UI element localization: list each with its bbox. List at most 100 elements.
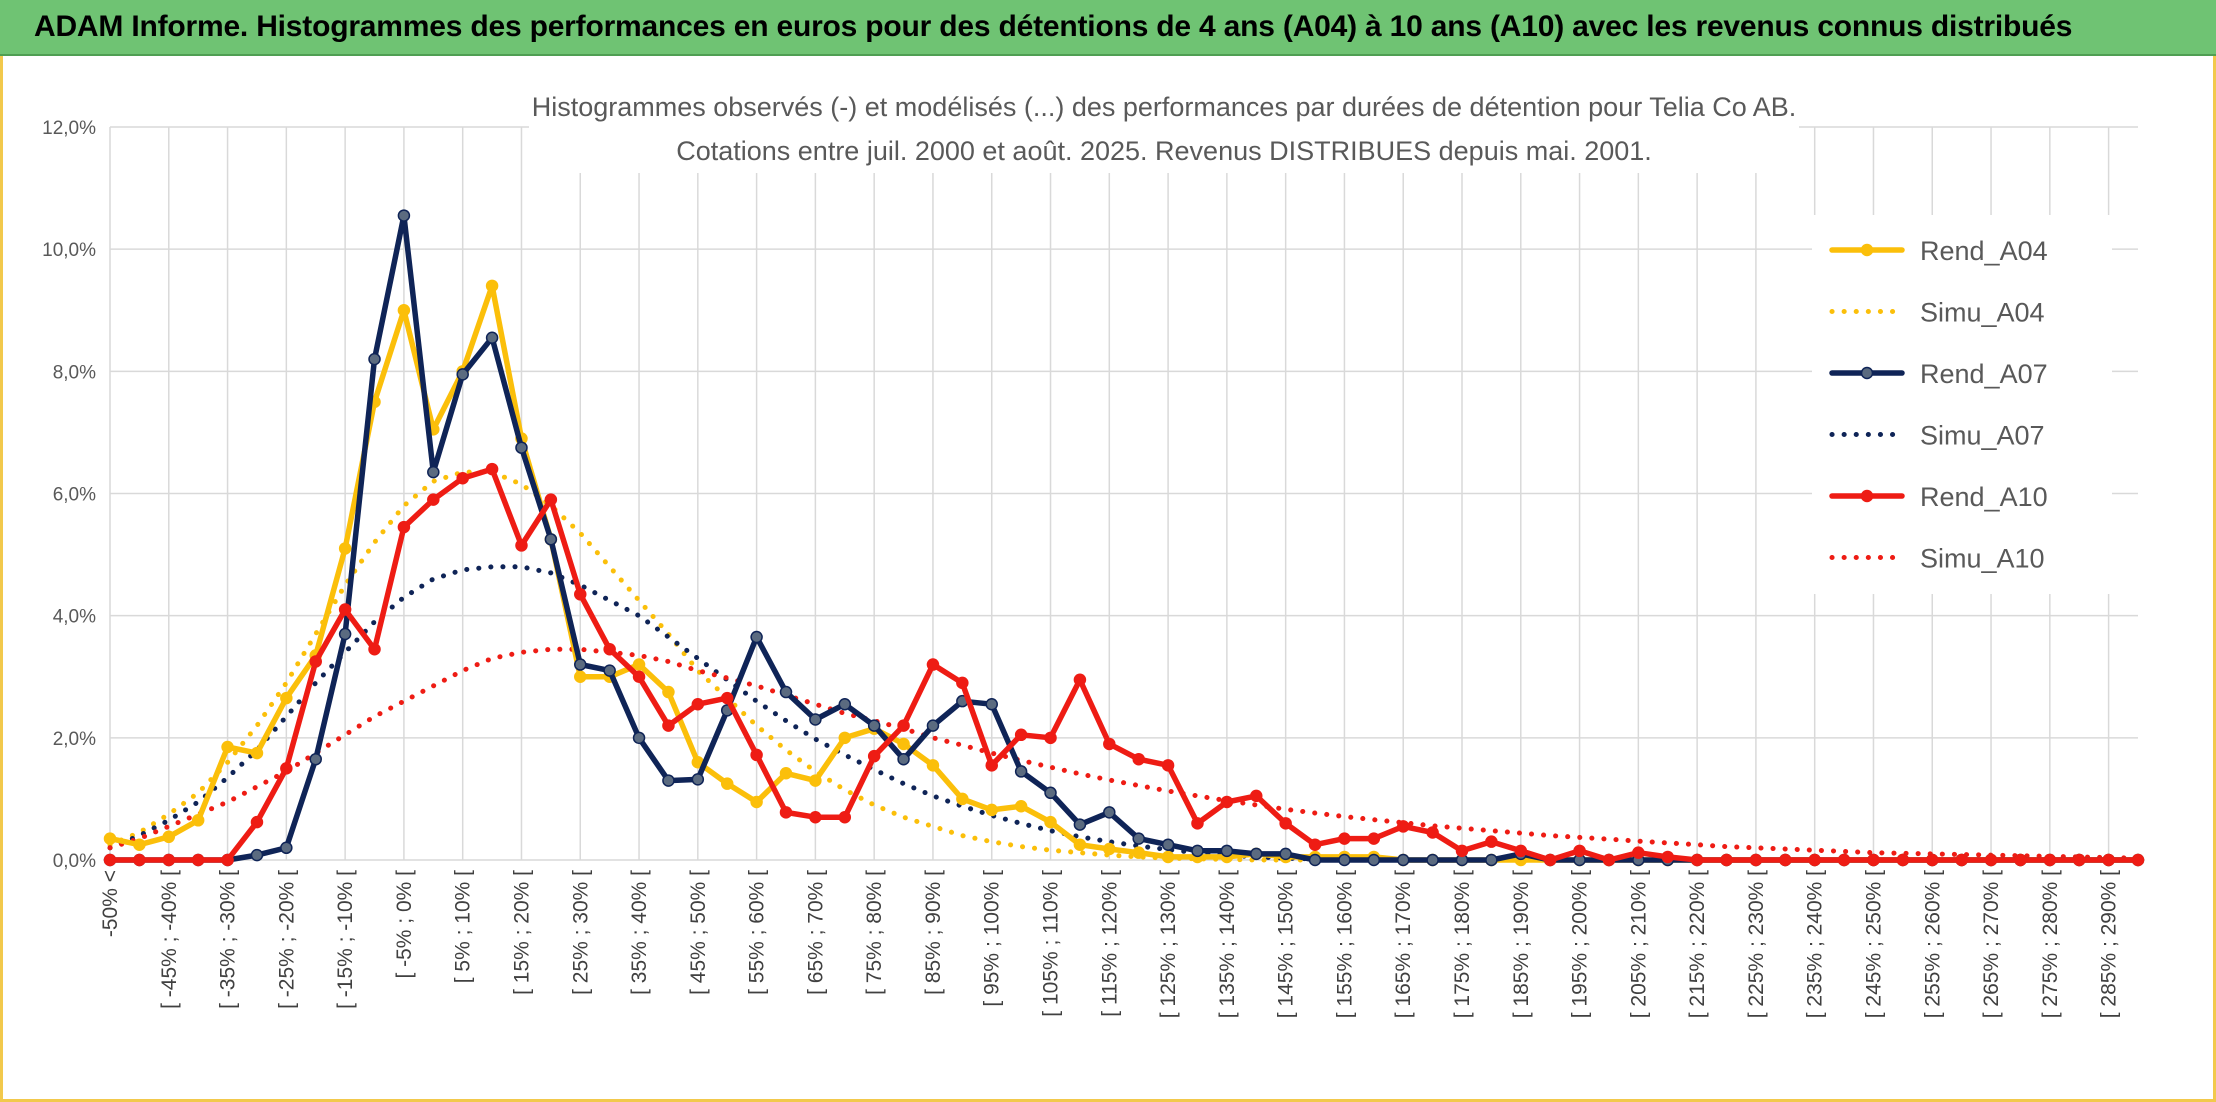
data-point-rend_a07 — [1367, 853, 1381, 867]
x-tick-label: [ 235% ; 240% [ — [1804, 870, 1827, 1018]
data-point-rend_a10 — [603, 643, 616, 656]
x-tick-label: [ 195% ; 200% [ — [1569, 870, 1592, 1018]
data-point-rend_a10 — [427, 493, 440, 506]
data-point-rend_a10 — [397, 520, 411, 534]
series-line-simu_a07 — [107, 564, 2141, 863]
data-point-rend_a10 — [1161, 759, 1175, 772]
data-point-rend_a10 — [1044, 731, 1057, 745]
report-title: ADAM Informe. Histogrammes des performan… — [34, 10, 2073, 43]
x-tick-label: [ 275% ; 280% [ — [2039, 870, 2062, 1018]
data-point-rend_a07 — [1014, 765, 1028, 778]
data-point-rend_a04 — [750, 795, 763, 809]
y-tick-label: 4,0% — [53, 607, 96, 628]
data-point-rend_a10 — [1661, 850, 1674, 864]
data-point-rend_a07 — [368, 352, 381, 366]
x-tick-label: [ 15% ; 20% [ — [510, 870, 533, 995]
data-point-rend_a10 — [221, 853, 234, 867]
data-point-rend_a07 — [1250, 847, 1263, 861]
x-tick-label: [ -15% ; -10% [ — [334, 870, 357, 1009]
data-point-rend_a10 — [838, 810, 852, 824]
data-point-rend_a04 — [338, 542, 352, 555]
data-point-rend_a10 — [926, 658, 940, 671]
data-point-rend_a04 — [1132, 846, 1145, 859]
x-tick-label: [ 255% ; 260% [ — [1921, 870, 1944, 1018]
data-point-rend_a04 — [280, 691, 293, 705]
data-point-rend_a10 — [1103, 737, 1116, 751]
data-point-rend_a04 — [720, 777, 734, 790]
data-point-rend_a04 — [809, 774, 822, 787]
x-tick-label: [ 85% ; 90% [ — [922, 870, 945, 995]
y-tick-label: 10,0% — [42, 240, 96, 261]
x-tick-label: [ 145% ; 150% [ — [1275, 870, 1298, 1018]
data-point-rend_a10 — [1808, 853, 1821, 867]
data-point-rend_a10 — [338, 603, 352, 616]
data-point-rend_a10 — [1250, 789, 1263, 803]
x-tick-label: [ 35% ; 40% [ — [628, 870, 651, 995]
data-point-rend_a10 — [1279, 817, 1292, 830]
x-tick-label: [ 105% ; 110% [ — [1040, 870, 1063, 1017]
data-point-rend_a07 — [897, 752, 910, 766]
data-point-rend_a07 — [1220, 844, 1234, 858]
data-point-rend_a07 — [779, 685, 793, 699]
x-tick-label: [ 135% ; 140% [ — [1216, 870, 1239, 1018]
x-tick-label: [ 125% ; 130% [ — [1157, 870, 1180, 1018]
data-point-rend_a07 — [280, 841, 293, 855]
data-point-rend_a07 — [1279, 847, 1292, 861]
x-tick-label: [ 115% ; 120% [ — [1098, 870, 1121, 1017]
x-tick-label: [ -5% ; 0% [ — [393, 870, 416, 979]
data-point-rend_a10 — [544, 493, 558, 506]
data-point-rend_a04 — [103, 832, 117, 845]
data-point-rend_a10 — [662, 719, 675, 732]
data-point-rend_a10 — [1896, 853, 1910, 867]
y-tick-label: 6,0% — [53, 485, 96, 506]
legend-label: Rend_A10 — [1920, 482, 2048, 512]
data-point-rend_a10 — [1720, 853, 1733, 867]
x-tick-label: [ 285% ; 290% [ — [2098, 870, 2121, 1018]
x-tick-label: [ 155% ; 160% [ — [1333, 870, 1356, 1018]
data-point-rend_a07 — [485, 331, 499, 344]
data-point-rend_a10 — [1132, 752, 1145, 766]
data-point-rend_a10 — [956, 676, 969, 690]
data-point-rend_a04 — [1044, 815, 1057, 829]
data-point-rend_a10 — [1837, 853, 1851, 867]
data-point-rend_a04 — [779, 767, 793, 780]
data-point-rend_a07 — [1485, 853, 1498, 867]
series-line-simu_a04 — [107, 469, 2141, 863]
y-tick-label: 8,0% — [53, 362, 96, 383]
x-tick-label: [ -35% ; -30% [ — [217, 870, 240, 1009]
data-point-rend_a10 — [1632, 846, 1645, 859]
data-point-rend_a04 — [397, 304, 411, 317]
data-point-rend_a10 — [2014, 853, 2027, 867]
data-point-rend_a10 — [2131, 853, 2145, 867]
data-point-rend_a10 — [1073, 673, 1087, 687]
data-point-rend_a07 — [427, 465, 440, 479]
data-point-rend_a04 — [485, 279, 499, 293]
data-point-rend_a10 — [1749, 853, 1763, 867]
data-point-rend_a04 — [956, 792, 969, 806]
legend-label: Rend_A07 — [1920, 359, 2048, 389]
data-point-rend_a07 — [1426, 853, 1439, 867]
data-point-rend_a07 — [985, 697, 998, 711]
data-point-rend_a10 — [280, 762, 293, 775]
data-point-rend_a04 — [221, 740, 234, 754]
series-line-rend_a10 — [107, 466, 2141, 863]
x-tick-label: [ 175% ; 180% [ — [1451, 870, 1474, 1018]
data-point-rend_a10 — [309, 655, 322, 668]
data-point-rend_a07 — [603, 664, 616, 677]
data-point-rend_a10 — [1926, 853, 1939, 867]
data-point-rend_a10 — [515, 539, 528, 552]
data-point-rend_a07 — [926, 719, 940, 732]
x-tick-label: [ 95% ; 100% [ — [981, 870, 1004, 1007]
chart-title-line: Cotations entre juil. 2000 et août. 2025… — [676, 136, 1652, 166]
x-tick-label: [ 205% ; 210% [ — [1627, 870, 1650, 1018]
data-point-rend_a10 — [867, 749, 881, 763]
x-tick-label: [ 75% ; 80% [ — [863, 870, 886, 995]
data-point-rend_a10 — [1455, 844, 1469, 858]
data-point-rend_a07 — [1073, 818, 1087, 831]
data-point-rend_a10 — [1543, 853, 1557, 867]
data-point-rend_a10 — [897, 719, 910, 732]
data-point-rend_a07 — [750, 630, 763, 644]
legend-marker — [1860, 366, 1874, 380]
series-line-simu_a10 — [107, 646, 2141, 861]
